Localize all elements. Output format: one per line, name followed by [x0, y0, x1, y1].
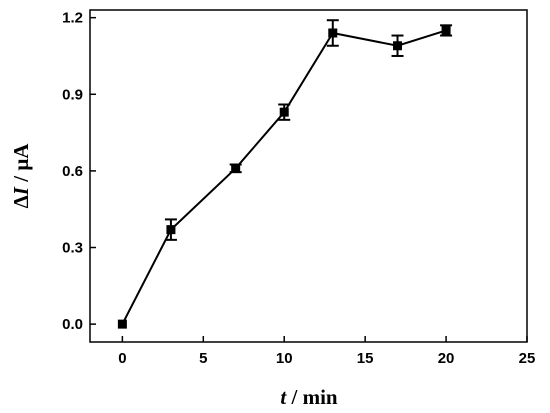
x-tick-label: 10: [276, 350, 293, 367]
x-axis-label: t / min: [280, 385, 338, 409]
x-tick-label: 25: [519, 350, 536, 367]
x-axis-ticks: 0 5 10 15 20 25: [118, 336, 535, 367]
series-line: [121, 29, 447, 325]
data-point: [393, 41, 403, 51]
plot-frame: [89, 9, 528, 343]
x-axis-label-unit: / min: [286, 385, 338, 409]
y-tick-label: 0.6: [62, 163, 83, 180]
data-point: [231, 163, 241, 173]
data-point: [166, 225, 176, 235]
y-tick-label: 0.9: [62, 86, 83, 103]
data-point: [117, 319, 127, 329]
x-tick-label: 20: [438, 350, 455, 367]
y-tick-label: 0.0: [62, 316, 83, 333]
x-tick-label: 0: [118, 350, 126, 367]
y-axis-label: ΔI / μA: [9, 143, 33, 209]
y-axis-ticks: 0.0 0.3 0.6 0.9 1.2: [62, 10, 96, 333]
data-point: [279, 107, 289, 117]
data-markers: [117, 25, 451, 329]
x-axis-label-var: t: [280, 385, 287, 409]
y-axis-label-prefix: Δ: [9, 195, 33, 208]
data-point: [328, 28, 338, 38]
y-tick-label: 1.2: [62, 10, 83, 27]
x-tick-label: 15: [357, 350, 374, 367]
error-bars: [164, 19, 453, 241]
data-point: [441, 25, 451, 35]
y-tick-label: 0.3: [62, 240, 83, 257]
x-tick-label: 5: [199, 350, 207, 367]
y-axis-label-var: I: [9, 186, 33, 196]
y-axis-label-unit: / μA: [9, 143, 33, 187]
